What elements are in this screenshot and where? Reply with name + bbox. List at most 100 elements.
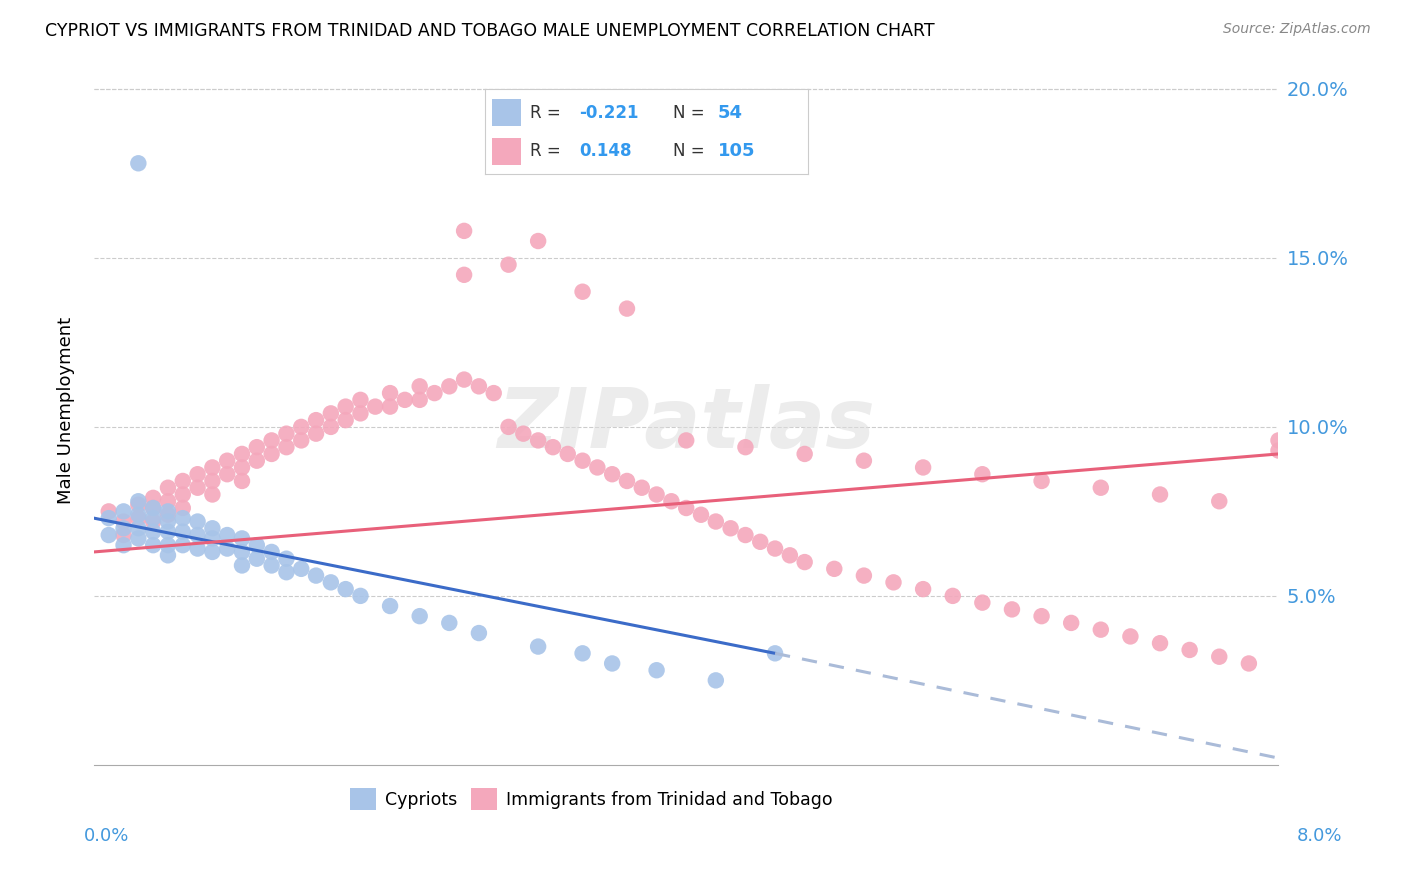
Point — [187, 481, 209, 495]
Point — [142, 511, 165, 525]
Point — [408, 392, 430, 407]
Point — [187, 515, 209, 529]
Point — [408, 609, 430, 624]
Point — [260, 558, 283, 573]
Point — [439, 379, 461, 393]
Point — [112, 528, 135, 542]
Text: CYPRIOT VS IMMIGRANTS FROM TRINIDAD AND TOBAGO MALE UNEMPLOYMENT CORRELATION CHA: CYPRIOT VS IMMIGRANTS FROM TRINIDAD AND … — [45, 22, 935, 40]
Point — [172, 474, 194, 488]
Point — [201, 460, 224, 475]
Point — [852, 453, 875, 467]
Point — [1149, 487, 1171, 501]
Point — [172, 511, 194, 525]
Point — [482, 386, 505, 401]
Point — [734, 528, 756, 542]
Point — [142, 515, 165, 529]
Point — [498, 258, 520, 272]
Point — [172, 524, 194, 539]
Text: 0.148: 0.148 — [579, 142, 631, 160]
Point — [439, 615, 461, 630]
Point — [527, 434, 550, 448]
Point — [586, 460, 609, 475]
Point — [541, 440, 564, 454]
Point — [156, 515, 179, 529]
Point — [453, 268, 475, 282]
Point — [127, 156, 149, 170]
Point — [187, 541, 209, 556]
Point — [763, 541, 786, 556]
Point — [142, 501, 165, 516]
Point — [112, 538, 135, 552]
Point — [127, 494, 149, 508]
Point — [335, 413, 357, 427]
Point — [1237, 657, 1260, 671]
Text: ZIPatlas: ZIPatlas — [498, 384, 875, 465]
Point — [97, 528, 120, 542]
Point — [852, 568, 875, 582]
Point — [600, 657, 623, 671]
Point — [156, 524, 179, 539]
Point — [571, 646, 593, 660]
Legend: Cypriots, Immigrants from Trinidad and Tobago: Cypriots, Immigrants from Trinidad and T… — [343, 781, 839, 816]
Text: R =: R = — [530, 142, 572, 160]
Point — [156, 504, 179, 518]
Point — [127, 521, 149, 535]
Point — [156, 494, 179, 508]
Point — [172, 487, 194, 501]
Point — [127, 498, 149, 512]
Point — [156, 538, 179, 552]
Point — [231, 558, 253, 573]
Point — [882, 575, 904, 590]
Point — [645, 487, 668, 501]
Point — [1001, 602, 1024, 616]
Point — [763, 646, 786, 660]
Text: 105: 105 — [718, 142, 755, 160]
FancyBboxPatch shape — [492, 137, 520, 165]
Point — [527, 234, 550, 248]
Point — [319, 575, 342, 590]
Point — [97, 504, 120, 518]
Point — [453, 373, 475, 387]
Text: -0.221: -0.221 — [579, 103, 638, 121]
Point — [1090, 481, 1112, 495]
Point — [364, 400, 387, 414]
Point — [127, 511, 149, 525]
Point — [112, 515, 135, 529]
Point — [112, 521, 135, 535]
Point — [349, 406, 371, 420]
Point — [276, 426, 298, 441]
Point — [779, 549, 801, 563]
Point — [305, 568, 328, 582]
Point — [394, 392, 416, 407]
Point — [127, 508, 149, 522]
Point — [1208, 649, 1230, 664]
Point — [734, 440, 756, 454]
Point — [142, 524, 165, 539]
Point — [378, 386, 401, 401]
Point — [246, 453, 269, 467]
Point — [512, 426, 534, 441]
Point — [260, 434, 283, 448]
Point — [97, 511, 120, 525]
Point — [231, 460, 253, 475]
Point — [704, 515, 727, 529]
Point — [335, 400, 357, 414]
Point — [172, 538, 194, 552]
Text: 0.0%: 0.0% — [84, 827, 129, 845]
Text: R =: R = — [530, 103, 567, 121]
Point — [276, 551, 298, 566]
Y-axis label: Male Unemployment: Male Unemployment — [58, 317, 75, 504]
Point — [187, 528, 209, 542]
Point — [912, 460, 935, 475]
Point — [246, 538, 269, 552]
Point — [645, 663, 668, 677]
Point — [690, 508, 713, 522]
FancyBboxPatch shape — [492, 98, 520, 127]
Point — [217, 467, 239, 482]
Point — [1267, 443, 1289, 458]
Point — [201, 521, 224, 535]
Point — [704, 673, 727, 688]
Point — [1119, 629, 1142, 643]
Point — [423, 386, 446, 401]
Point — [498, 420, 520, 434]
